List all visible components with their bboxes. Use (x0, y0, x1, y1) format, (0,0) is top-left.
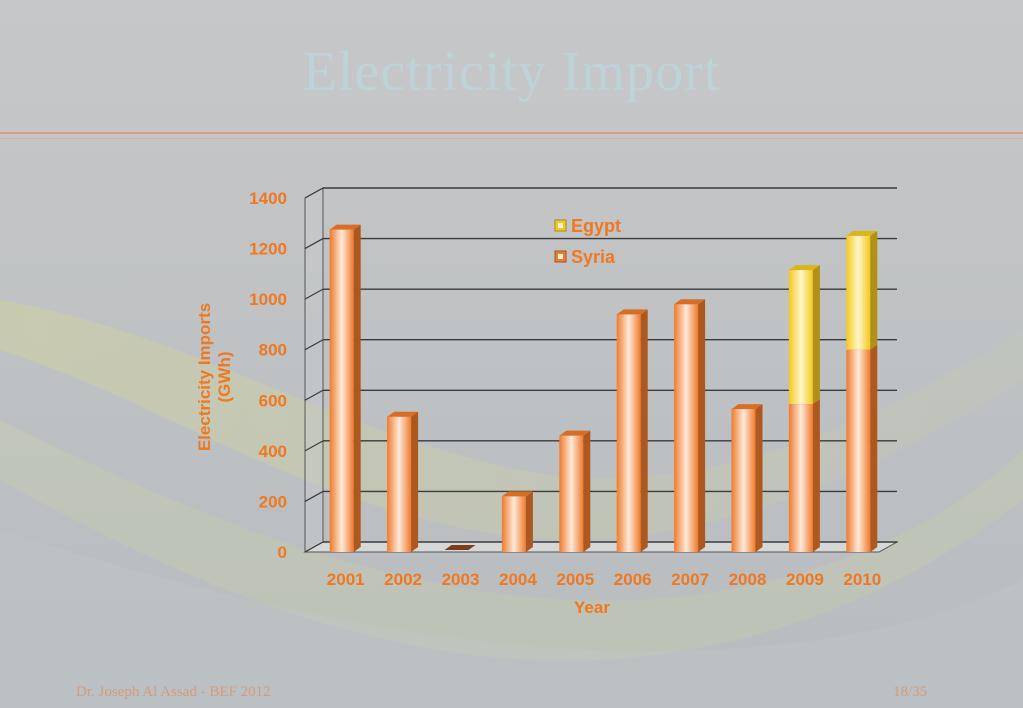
bar-syria-2001 (329, 229, 354, 552)
legend-swatch-highlight-syria (558, 254, 563, 259)
y-tick-label: 800 (259, 341, 287, 360)
bar-syria-2005 (559, 435, 584, 552)
y-tick-label: 0 (278, 543, 287, 562)
gridline-side (304, 288, 324, 300)
bar-side-syria-2005 (583, 430, 591, 552)
gridline-side (304, 238, 324, 250)
footer-author: Dr. Joseph Al Assad - BEF 2012 (76, 684, 271, 700)
y-axis-label-line: (GWh) (215, 352, 234, 403)
y-tick-label: 1400 (249, 189, 287, 208)
x-axis-label: Year (574, 598, 610, 617)
bar-top-syria-2004 (501, 491, 533, 497)
bar-top-egypt-2010 (846, 230, 878, 236)
x-tick-label: 2010 (843, 570, 881, 589)
gridline-side (304, 339, 324, 351)
bar-top-egypt-2009 (788, 265, 820, 271)
bar-top-syria-2002 (387, 411, 419, 417)
bar-zero-2003 (444, 545, 476, 550)
y-axis-label: Electricity Imports(GWh) (195, 303, 234, 451)
page-number: 18/35 (893, 684, 928, 700)
x-tick-label: 2008 (729, 570, 767, 589)
bar-top-syria-2006 (616, 309, 648, 315)
bar-syria-2002 (387, 416, 412, 552)
bar-egypt-2010 (846, 235, 871, 350)
x-tick-label: 2009 (786, 570, 824, 589)
bar-syria-2008 (731, 409, 756, 552)
bar-syria-2006 (616, 314, 641, 552)
bar-top-syria-2001 (329, 224, 361, 230)
gridline-side (304, 490, 324, 502)
y-tick-label: 1000 (249, 290, 287, 309)
x-tick-label: 2007 (671, 570, 709, 589)
legend-label-syria: Syria (571, 247, 616, 267)
x-tick-label: 2003 (442, 570, 480, 589)
y-axis-label-line: Electricity Imports (195, 303, 214, 451)
gridline-side (304, 440, 324, 452)
title-rule-bottom (0, 138, 1023, 139)
bar-side-syria-2006 (640, 309, 648, 552)
bar-top-syria-2008 (731, 404, 763, 410)
bar-side-syria-2001 (353, 224, 361, 552)
bar-syria-2004 (501, 496, 526, 552)
bar-top-syria-2005 (559, 430, 591, 436)
bar-syria-2010 (846, 349, 871, 552)
legend-label-egypt: Egypt (571, 216, 621, 236)
x-tick-label: 2006 (614, 570, 652, 589)
bar-syria-2009 (788, 404, 813, 552)
bar-top-syria-2007 (674, 299, 706, 305)
bar-side-syria-2002 (411, 411, 419, 552)
chart-side-wall (304, 187, 324, 553)
bar-egypt-2009 (788, 270, 813, 405)
legend-swatch-highlight-egypt (558, 223, 563, 228)
title-rule-top (0, 132, 1023, 134)
slide-title: Electricity Import (302, 41, 721, 103)
bar-side-syria-2009 (812, 399, 820, 552)
y-tick-label: 600 (259, 391, 287, 410)
gridline-side (304, 187, 324, 199)
bar-side-syria-2010 (870, 344, 878, 552)
x-tick-label: 2002 (384, 570, 422, 589)
x-tick-label: 2001 (327, 570, 365, 589)
x-tick-label: 2005 (556, 570, 594, 589)
gridline-side (304, 389, 324, 401)
y-tick-label: 200 (259, 492, 287, 511)
bar-side-syria-2007 (698, 299, 706, 552)
x-tick-label: 2004 (499, 570, 537, 589)
gridline-side (304, 541, 324, 553)
y-tick-label: 1200 (249, 240, 287, 259)
bar-side-syria-2008 (755, 404, 763, 552)
bar-side-egypt-2010 (870, 230, 878, 350)
bar-side-egypt-2009 (812, 265, 820, 405)
y-tick-label: 400 (259, 442, 287, 461)
bar-syria-2007 (674, 304, 699, 552)
bar-side-syria-2004 (525, 491, 533, 552)
